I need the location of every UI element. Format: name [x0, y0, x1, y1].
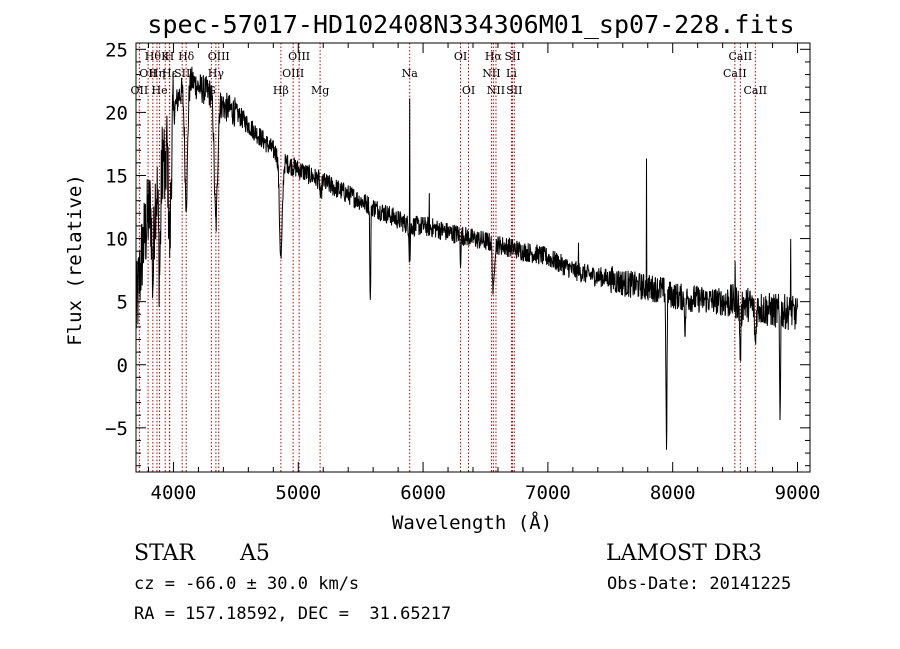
spectral-line-label: Hα	[485, 50, 503, 63]
spectral-line-label: OII	[131, 84, 149, 97]
coordinates: RA = 157.18592, DEC = 31.65217	[134, 604, 452, 624]
spectral-line-label: OII	[139, 67, 157, 80]
spectral-line-label: OI	[462, 84, 475, 97]
y-axis-label: Flux (relative)	[64, 174, 86, 346]
survey-name: LAMOST DR3	[606, 541, 762, 566]
spectral-line-label: OIII	[288, 50, 310, 63]
spectrum-line	[135, 66, 798, 450]
chart-title: spec-57017-HD102408N334306M01_sp07-228.f…	[147, 10, 794, 39]
spectral-line-label: OIII	[208, 50, 230, 63]
y-tick-label: 5	[117, 292, 128, 314]
spectral-line-label: Hε	[162, 67, 178, 80]
spectral-line-label: Hδ	[178, 50, 195, 63]
spectral-line-label: SII	[506, 84, 522, 97]
line-markers: OIIOIIHθHηHeKHHεSIIHδGHγOIIIHβOIIIOIIIMg…	[131, 43, 767, 472]
y-tick-label: 0	[117, 355, 128, 377]
spectral-line-label: SII	[504, 50, 520, 63]
x-axis: 4000 5000 6000 7000 8000 9000	[147, 43, 821, 504]
y-tick-label: −5	[105, 418, 128, 440]
redshift-cz: cz = -66.0 ± 30.0 km/s	[134, 574, 360, 594]
x-tick-label: 6000	[400, 482, 446, 504]
y-axis: −5 0 5 10 15 20 25	[105, 39, 810, 467]
spectral-line-label: K	[161, 50, 170, 63]
spectral-line-label: CaII	[743, 84, 767, 97]
spectral-line-label: He	[152, 84, 168, 97]
y-tick-label: 15	[105, 165, 128, 187]
x-axis-label: Wavelength (Å)	[392, 511, 552, 534]
x-tick-label: 8000	[650, 482, 696, 504]
spectral-line-label: NII	[482, 67, 500, 80]
spectral-line-label: Hβ	[273, 84, 289, 97]
spectral-line-label: Na	[402, 67, 419, 80]
spectral-line-label: Hγ	[208, 67, 225, 80]
y-tick-label: 25	[105, 39, 128, 61]
spectral-line-label: SII	[174, 67, 190, 80]
object-class: STAR	[134, 541, 195, 566]
spectral-line-label: CaII	[729, 50, 753, 63]
spectral-line-label: NII	[487, 84, 505, 97]
y-tick-label: 20	[105, 102, 128, 124]
spectral-line-label: Hθ	[145, 50, 162, 63]
spectral-line-label: OI	[454, 50, 467, 63]
spectral-line-label: OIII	[282, 67, 304, 80]
x-tick-label: 7000	[525, 482, 571, 504]
spectral-line-label: Li	[506, 67, 517, 80]
x-tick-label: 4000	[151, 482, 197, 504]
spectral-line-label: H	[165, 50, 175, 63]
spectral-line-label: CaII	[723, 67, 747, 80]
x-tick-label: 5000	[275, 482, 321, 504]
x-tick-label: 9000	[775, 482, 821, 504]
y-tick-label: 10	[105, 229, 128, 251]
spectral-line-label: Hη	[149, 67, 165, 80]
spectral-line-label: Mg	[311, 84, 329, 97]
object-subclass: A5	[240, 541, 270, 566]
observation-date: Obs-Date: 20141225	[607, 574, 792, 594]
